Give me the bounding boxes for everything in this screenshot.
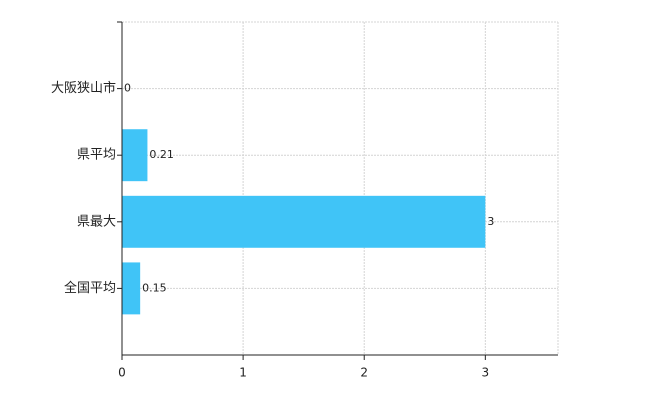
x-tick-label: 1 [239, 366, 247, 380]
value-label: 0.15 [142, 281, 167, 294]
x-tick-label: 2 [360, 366, 368, 380]
value-label: 3 [487, 215, 494, 228]
y-tick-label: 全国平均 [64, 280, 116, 296]
bar [122, 195, 486, 248]
value-label: 0 [124, 82, 131, 95]
bar [122, 129, 148, 182]
bar [122, 262, 141, 315]
value-label: 0.21 [149, 148, 174, 161]
y-tick-label: 県最大 [77, 214, 116, 229]
x-tick-label: 0 [118, 366, 126, 380]
y-tick-label: 県平均 [77, 148, 116, 163]
x-tick-label: 3 [482, 366, 490, 380]
y-tick-label: 大阪狭山市 [51, 80, 116, 96]
